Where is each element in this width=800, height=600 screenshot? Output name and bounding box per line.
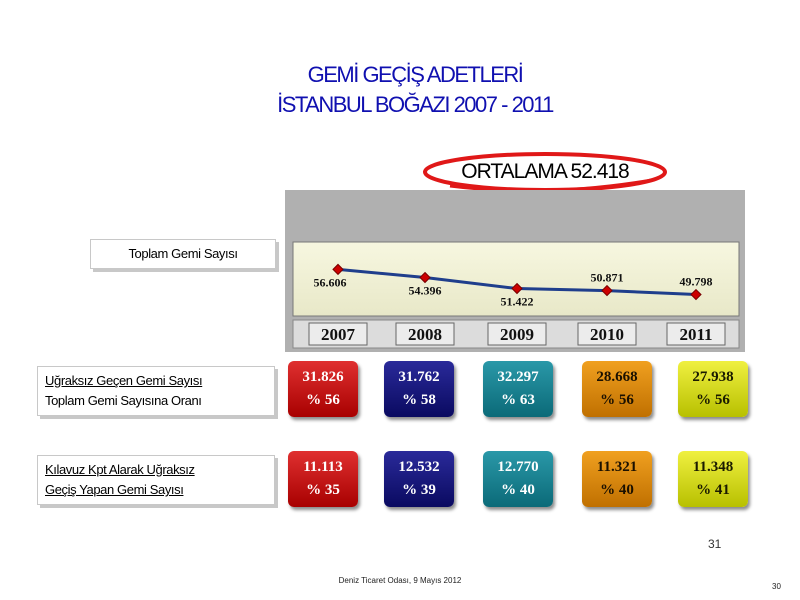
pilot-label-line2: Geçiş Yapan Gemi Sayısı bbox=[45, 482, 184, 497]
pilot-free-label-line2: Toplam Gemi Sayısına Oranı bbox=[45, 393, 202, 408]
pilot-label-line1: Kılavuz Kpt Alarak Uğraksız bbox=[45, 462, 195, 477]
total-ships-label: Toplam Gemi Sayısı bbox=[90, 239, 276, 269]
pilot-free-percent: % 56 bbox=[696, 392, 730, 408]
data-label-2008: 54.396 bbox=[409, 284, 442, 298]
data-point-2009 bbox=[511, 282, 523, 295]
data-label-2009: 51.422 bbox=[501, 295, 534, 309]
pilot-free-tile-2011: 27.938 % 56 bbox=[678, 361, 748, 417]
x-tick-box-2009 bbox=[487, 322, 547, 346]
footer-text: Deniz Ticaret Odası, 9 Mayıs 2012 bbox=[338, 576, 462, 585]
pilot-label: Kılavuz Kpt Alarak Uğraksız Geçiş Yapan … bbox=[37, 455, 275, 505]
x-tick-label-2008: 2008 bbox=[408, 325, 442, 344]
pilot-count: 12.770 bbox=[497, 459, 539, 475]
x-tick-box-2007 bbox=[308, 322, 368, 346]
pilot-free-percent: % 56 bbox=[600, 392, 634, 408]
x-tick-box-2010 bbox=[577, 322, 637, 346]
page-number: 31 bbox=[708, 537, 722, 551]
pilot-free-count: 31.762 bbox=[398, 369, 440, 385]
pilot-percent: % 40 bbox=[600, 482, 634, 498]
pilot-count: 11.321 bbox=[596, 459, 638, 475]
x-tick-label-2010: 2010 bbox=[590, 325, 624, 344]
average-callout: ORTALAMA 52.418 bbox=[420, 150, 670, 194]
x-tick-label-2009: 2009 bbox=[500, 325, 534, 344]
pilot-tile-2010: 11.321 % 40 bbox=[582, 451, 652, 507]
x-tick-label-2011: 2011 bbox=[679, 325, 712, 344]
pilot-percent: % 39 bbox=[402, 482, 436, 498]
line-chart: 56.606 54.396 51.422 50.871 49.798 2007 2008 2… bbox=[285, 190, 745, 352]
pilot-tile-2008: 12.532 % 39 bbox=[384, 451, 454, 507]
pilot-percent: % 35 bbox=[306, 482, 340, 498]
x-tick-label-2007: 2007 bbox=[321, 325, 356, 344]
pilot-free-percent: % 56 bbox=[306, 392, 340, 408]
data-label-2011: 49.798 bbox=[680, 275, 713, 289]
pilot-percent: % 40 bbox=[501, 482, 535, 498]
x-tick-box-2008 bbox=[395, 322, 455, 346]
pilot-count: 11.348 bbox=[692, 459, 734, 475]
pilot-count: 11.113 bbox=[303, 459, 343, 475]
page-title: GEMİ GEÇİŞ ADETLERİ bbox=[307, 62, 524, 87]
average-label: ORTALAMA 52.418 bbox=[461, 160, 630, 183]
pilot-free-tile-2009: 32.297 % 63 bbox=[483, 361, 553, 417]
pilot-free-count: 27.938 bbox=[692, 369, 734, 385]
data-point-2010 bbox=[601, 284, 613, 297]
chart-svg: 56.606 54.396 51.422 50.871 49.798 2007 2008 2… bbox=[292, 241, 740, 349]
pilot-free-count: 28.668 bbox=[596, 369, 638, 385]
pilot-free-tile-2008: 31.762 % 58 bbox=[384, 361, 454, 417]
slide-number: 30 bbox=[772, 582, 781, 591]
pilot-free-percent: % 63 bbox=[501, 392, 535, 408]
pilot-count: 12.532 bbox=[398, 459, 440, 475]
pilot-free-count: 31.826 bbox=[302, 369, 344, 385]
data-point-2011 bbox=[690, 288, 702, 301]
data-point-2007 bbox=[332, 263, 344, 276]
data-label-2010: 50.871 bbox=[591, 271, 624, 285]
pilot-tile-2007: 11.113 % 35 bbox=[288, 451, 358, 507]
pilot-free-percent: % 58 bbox=[402, 392, 436, 408]
pilot-free-tile-2007: 31.826 % 56 bbox=[288, 361, 358, 417]
pilot-percent: % 41 bbox=[696, 482, 730, 498]
data-label-2007: 56.606 bbox=[314, 275, 347, 289]
page-subtitle: İSTANBUL BOĞAZI 2007 - 2011 bbox=[277, 92, 554, 117]
pilot-tile-2009: 12.770 % 40 bbox=[483, 451, 553, 507]
plot-area bbox=[292, 241, 740, 317]
pilot-free-label: Uğraksız Geçen Gemi Sayısı Toplam Gemi S… bbox=[37, 366, 275, 416]
pilot-free-tile-2010: 28.668 % 56 bbox=[582, 361, 652, 417]
pilot-free-label-line1: Uğraksız Geçen Gemi Sayısı bbox=[45, 373, 203, 388]
data-point-2008 bbox=[419, 271, 431, 284]
x-tick-box-2011 bbox=[666, 322, 726, 346]
pilot-tile-2011: 11.348 % 41 bbox=[678, 451, 748, 507]
pilot-free-count: 32.297 bbox=[497, 369, 539, 385]
